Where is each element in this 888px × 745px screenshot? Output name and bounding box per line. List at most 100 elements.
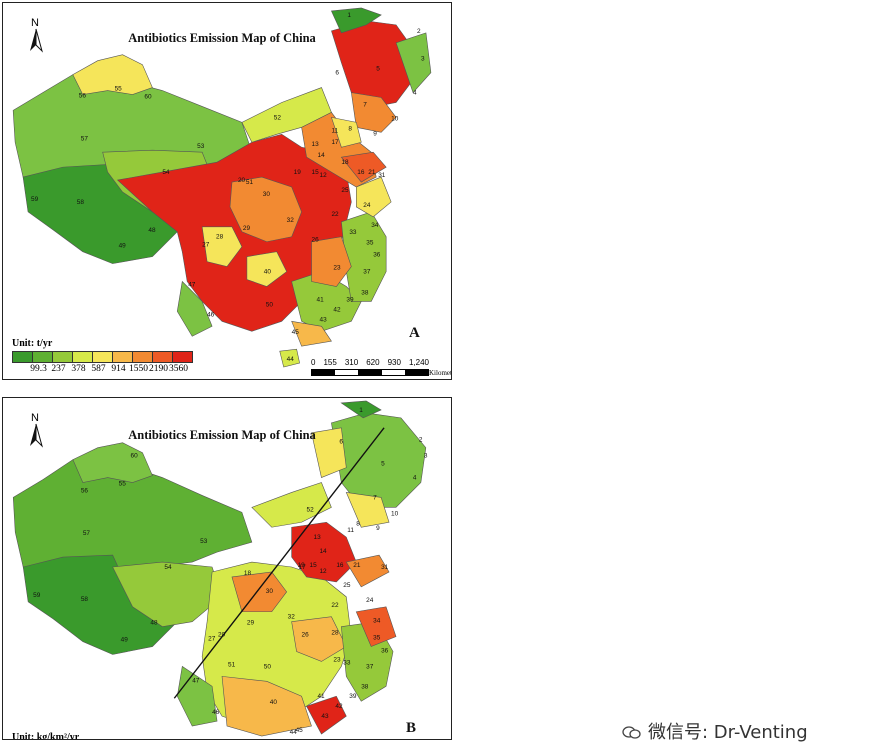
region-label: 56 [81, 487, 89, 494]
region-label: 35 [366, 240, 374, 247]
scale-tick: 155 [323, 358, 337, 367]
legend-tick: 378 [71, 364, 86, 374]
region-label: 3 [424, 453, 428, 460]
region-label: 46 [207, 311, 215, 318]
legend-ticks: 99.3 237 378 587 914 1550 2190 3560 [12, 364, 192, 374]
region-label: 24 [363, 202, 371, 209]
region-label: 23 [333, 265, 341, 272]
region-label: 43 [321, 713, 329, 720]
region-label: 1 [359, 407, 363, 414]
region-label: 29 [247, 620, 255, 627]
region-label: 42 [333, 306, 341, 313]
region-label: 20 [218, 632, 226, 639]
region-label: 44 [290, 729, 298, 736]
region-label: 14 [319, 548, 327, 555]
map-panel-b: 1 2 3 4 5 6 7 8 9 10 11 12 13 14 15 16 1… [2, 397, 452, 740]
scale-bar-graphic [311, 369, 429, 376]
region-label: 13 [312, 141, 320, 148]
region-east-coast [356, 176, 392, 218]
region-label: 51 [228, 661, 236, 668]
region-label: 5 [376, 66, 380, 73]
region-label: 50 [264, 663, 272, 670]
legend-swatch [172, 351, 193, 363]
region-label: 8 [348, 125, 352, 132]
north-label: N [31, 412, 39, 424]
region-label: 7 [363, 101, 367, 108]
north-arrow-icon: N [25, 412, 47, 452]
region-label: 4 [413, 90, 417, 97]
region-label: 31 [378, 172, 386, 179]
region-label: 58 [77, 199, 85, 206]
region-label: 26 [302, 632, 310, 639]
region-liaoning [330, 116, 362, 148]
region-label: 11 [347, 527, 354, 534]
region-label: 18 [244, 570, 252, 577]
map-title: Antibiotics Emission Map of China [128, 428, 316, 442]
region-label: 21 [353, 562, 361, 569]
legend-tick: 3560 [169, 364, 188, 374]
region-guizhou [246, 251, 288, 287]
region-label: 49 [121, 637, 129, 644]
north-arrow-icon: N [25, 17, 47, 57]
watermark: 微信号: Dr-Venting [622, 718, 808, 744]
region-label: 27 [202, 242, 210, 249]
region-label: 22 [331, 211, 339, 218]
region-tibet [22, 163, 178, 264]
region-label: 52 [274, 114, 282, 121]
region-label: 26 [312, 237, 320, 244]
region-label: 30 [266, 588, 274, 595]
north-label: N [31, 17, 39, 29]
region-label: 34 [371, 222, 379, 229]
region-orange-west [231, 571, 288, 613]
region-label: 16 [357, 169, 365, 176]
region-label: 6 [339, 439, 343, 446]
map-title: Antibiotics Emission Map of China [128, 31, 316, 45]
china-map-b: 1 2 3 4 5 6 7 8 9 10 11 12 13 14 15 16 1… [12, 400, 428, 737]
region-sichuan [229, 176, 302, 243]
scale-unit: Kilometers [429, 369, 452, 377]
region-northeast-edge [395, 32, 432, 94]
region-label: 47 [188, 281, 196, 288]
legend-tick: 2190 [149, 364, 168, 374]
region-label: 54 [162, 169, 170, 176]
region-label: 28 [216, 234, 224, 241]
region-northeast-green [331, 7, 382, 34]
legend-tick: 587 [91, 364, 106, 374]
region-label: 21 [368, 169, 376, 176]
legend-swatch [12, 351, 33, 363]
region-xinjiang-north [72, 442, 153, 483]
region-label: 53 [200, 538, 208, 545]
region-label: 18 [341, 159, 349, 166]
region-label: 33 [343, 659, 351, 666]
region-label: 14 [318, 152, 326, 159]
legend-swatches [12, 351, 193, 363]
region-north-central-red [291, 521, 357, 583]
region-label: 17 [331, 139, 339, 146]
region-label: 56 [79, 92, 87, 99]
legend-unit: Unit: t/yr [12, 338, 53, 349]
region-label: 55 [115, 86, 123, 93]
region-label: 57 [83, 530, 91, 537]
region-inner-mongolia-yellow [311, 427, 347, 478]
region-liaoning [345, 492, 390, 528]
region-label: 57 [81, 135, 89, 142]
region-label: 41 [317, 693, 325, 700]
scale-bar: 0 155 310 620 930 1,240 Kilometers [311, 358, 452, 377]
region-north-yellow [251, 482, 332, 528]
wechat-icon [622, 724, 642, 739]
scale-tick: 930 [387, 358, 401, 367]
region-label: 2 [419, 437, 423, 444]
region-label: 38 [361, 683, 369, 690]
region-label: 25 [343, 582, 351, 589]
region-label: 49 [119, 243, 127, 250]
region-label: 45 [292, 329, 300, 336]
region-label: 60 [144, 93, 152, 100]
region-shandong [345, 554, 390, 588]
region-label: 17 [299, 564, 307, 571]
region-label: 60 [131, 453, 139, 460]
region-label: 6 [335, 70, 339, 77]
region-hainan [279, 348, 300, 368]
scale-ticks: 0 155 310 620 930 1,240 [311, 358, 429, 367]
region-hunan [311, 236, 352, 287]
region-label: 12 [319, 568, 327, 575]
